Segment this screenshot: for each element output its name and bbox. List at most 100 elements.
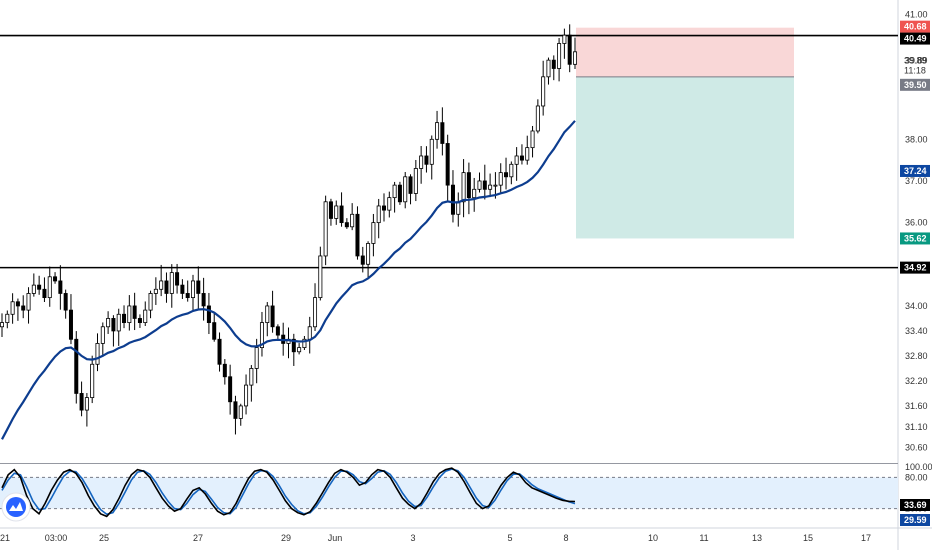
candle-body	[259, 322, 264, 349]
stochastic-panel	[0, 467, 898, 518]
candle-body	[0, 322, 4, 328]
candle-body	[254, 347, 259, 369]
candle-body	[498, 172, 503, 186]
candle-body	[201, 293, 206, 307]
candle-body	[450, 184, 455, 215]
candle-body	[461, 172, 466, 203]
candle-body	[525, 147, 530, 161]
candle-body	[26, 293, 31, 311]
candle-body	[323, 201, 328, 257]
candle-body	[122, 313, 127, 324]
time-axis-tick: 29	[281, 533, 291, 543]
candle-body	[509, 163, 514, 178]
price-tag-label: 39.89	[904, 56, 927, 66]
candle-body	[206, 305, 211, 324]
candle-body	[297, 347, 302, 353]
time-axis-tick: 11	[699, 533, 708, 543]
price-axis-tick: 36.00	[905, 218, 928, 228]
candle-body	[47, 276, 52, 299]
candle-body	[392, 184, 397, 199]
candle-body	[429, 138, 434, 165]
candle-body	[10, 301, 15, 315]
candle-body	[137, 318, 142, 324]
candle-body	[74, 338, 79, 394]
short-position-tool[interactable]	[576, 27, 794, 239]
candle-body	[249, 368, 254, 386]
candle-body	[493, 184, 498, 187]
candle-body	[530, 130, 535, 149]
time-axis-tick: 15	[803, 533, 813, 543]
candle-body	[111, 318, 116, 332]
candle-body	[90, 363, 95, 398]
candle-body	[42, 288, 47, 299]
candle-body	[175, 272, 180, 286]
candle-body	[440, 122, 445, 144]
candle-body	[58, 280, 63, 294]
candle-body	[344, 222, 349, 228]
candle-body	[477, 180, 482, 190]
price-axis-tick: 32.20	[905, 376, 928, 386]
candle-body	[535, 105, 540, 132]
candle-body	[546, 59, 551, 78]
candle-body	[132, 305, 137, 319]
stochastic-tag-box	[900, 514, 930, 526]
candle-body	[466, 172, 471, 199]
moving-average-line	[1, 120, 576, 440]
candle-body	[63, 293, 68, 311]
time-axis-tick: 03:00	[45, 533, 68, 543]
time-axis-tick: 27	[193, 533, 203, 543]
candle-body	[504, 172, 509, 178]
price-axis-tick: 30.60	[905, 443, 928, 453]
stochastic-line	[1, 467, 576, 518]
candle-body	[397, 184, 402, 203]
candle-body	[562, 34, 567, 44]
price-axis-tick: 34.00	[905, 301, 928, 311]
price-tag-label: 40.49	[904, 34, 927, 44]
candle-body	[567, 34, 572, 65]
time-axis-tick: 3	[410, 533, 415, 543]
candle-body	[472, 188, 477, 199]
candle-body	[541, 76, 546, 107]
candle-body	[291, 338, 296, 353]
candle-body	[339, 205, 344, 224]
candle-body	[5, 313, 10, 324]
price-axis-tick: 38.00	[905, 134, 928, 144]
candle-body	[95, 343, 100, 365]
price-axis-tick: 39.89	[905, 56, 928, 66]
candle-body	[148, 293, 153, 311]
candle-body	[244, 384, 249, 407]
candle-body	[180, 284, 185, 294]
candle-body	[84, 397, 89, 411]
candle-body	[387, 197, 392, 211]
time-axis-tick: 21	[0, 533, 10, 543]
candle-body	[514, 155, 519, 165]
time-axis-tick: 17	[861, 533, 871, 543]
price-axis-tick: 41.00	[905, 9, 928, 19]
price-tag-box	[900, 78, 930, 91]
candle-body	[265, 305, 270, 324]
candle-body	[435, 122, 440, 140]
candle-body	[164, 280, 169, 294]
price-axis-tick: 37.00	[905, 176, 928, 186]
candle-body	[15, 301, 20, 307]
candle-body	[116, 313, 121, 332]
price-tag-box	[900, 261, 930, 274]
price-axis-tick: 31.10	[905, 422, 928, 432]
take-profit-zone	[576, 76, 794, 239]
candle-body	[519, 155, 524, 161]
candle-body	[270, 305, 275, 328]
candle-body	[100, 326, 105, 344]
candle-body	[68, 309, 73, 340]
candle-body	[488, 184, 493, 190]
candle-body	[573, 51, 578, 65]
time-axis[interactable]: 21 03:00 25 27 29 Jun 3 5 8 10 11 13 15 17	[0, 533, 871, 543]
stochastic-tag-label: 29.59	[904, 515, 927, 525]
price-axis-tick: 32.80	[905, 351, 928, 361]
price-tag-label: 37.24	[904, 166, 927, 176]
stochastic-tag-label: 33.69	[904, 500, 927, 510]
tradingview-logo[interactable]	[1, 492, 31, 522]
horizontal-levels[interactable]	[0, 34, 898, 269]
